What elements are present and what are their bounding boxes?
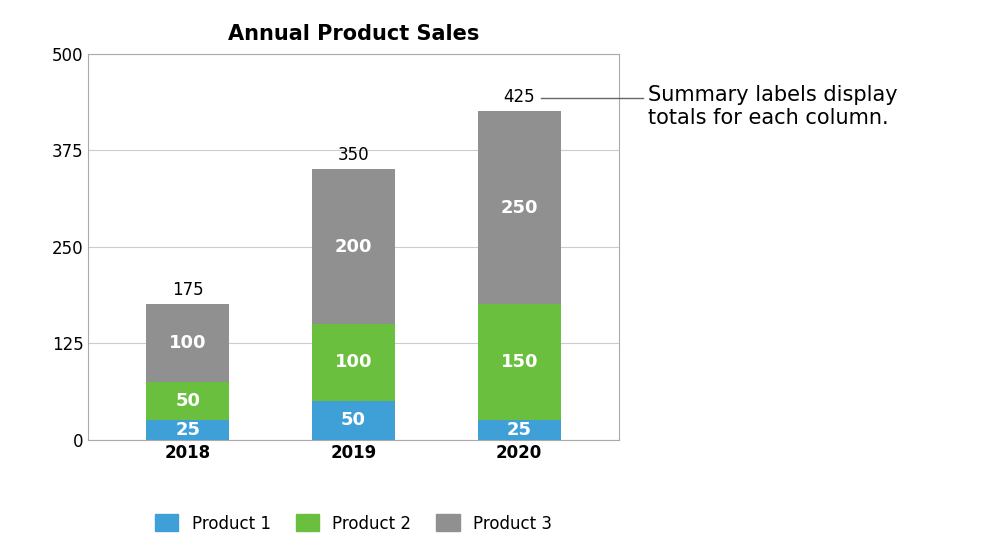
Text: 150: 150	[501, 353, 538, 371]
Text: 100: 100	[335, 353, 372, 371]
Bar	[312, 324, 395, 401]
Text: 350: 350	[338, 146, 369, 164]
Title: Annual Product Sales: Annual Product Sales	[228, 24, 479, 44]
Bar	[146, 420, 229, 440]
Text: 200: 200	[335, 237, 372, 256]
Text: 425: 425	[504, 88, 535, 106]
Bar	[478, 111, 561, 304]
Bar	[478, 420, 561, 440]
Bar	[312, 401, 395, 440]
Text: 50: 50	[341, 411, 366, 429]
Bar	[312, 169, 395, 324]
Text: 25: 25	[507, 421, 531, 439]
Text: 50: 50	[176, 392, 200, 410]
Bar	[478, 304, 561, 420]
Bar	[146, 382, 229, 420]
Text: 25: 25	[176, 421, 200, 439]
Bar	[146, 304, 229, 382]
Text: Summary labels display
totals for each column.: Summary labels display totals for each c…	[648, 85, 898, 128]
Text: 250: 250	[501, 199, 538, 217]
Text: 100: 100	[169, 334, 206, 352]
Legend: Product 1, Product 2, Product 3: Product 1, Product 2, Product 3	[148, 508, 559, 536]
Text: 175: 175	[172, 281, 203, 299]
